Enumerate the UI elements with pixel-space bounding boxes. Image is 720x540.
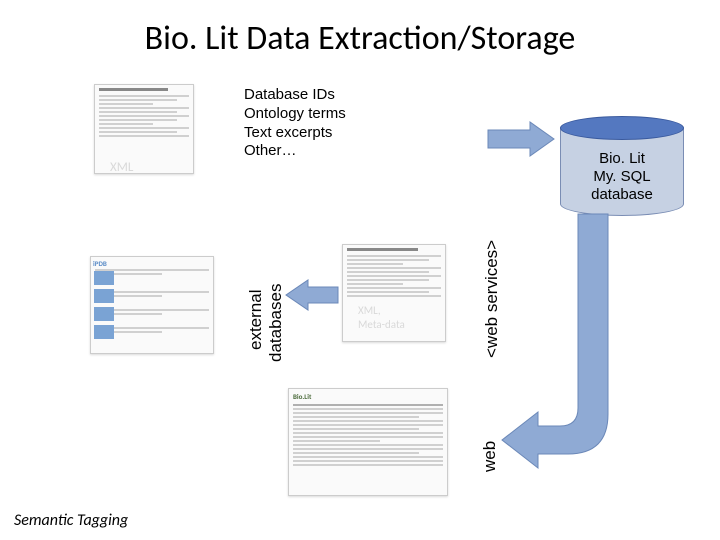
extracted-data-list: Database IDs Ontology terms Text excerpt… [244,86,346,161]
footer-caption: Semantic Tagging [14,511,128,530]
data-item: Database IDs [244,86,346,105]
source-doc-thumb [94,84,194,174]
db-label-line: Bio. Lit [599,150,645,167]
page-title: Bio. Lit Data Extraction/Storage [0,18,720,59]
xml-meta-watermark-2: Meta-data [358,318,405,331]
biolit-database: Bio. Lit My. SQL database [560,116,684,216]
label-web: web [480,441,500,472]
label-external: external [246,290,266,350]
db-label-line: database [591,186,653,203]
web-output-thumb: Bio.Lit [288,388,448,496]
data-item: Ontology terms [244,105,346,124]
arrow-meta-to-external [286,280,338,310]
xml-watermark: XML [110,160,133,175]
data-item: Text excerpts [244,124,346,143]
db-label-line: My. SQL [593,168,650,185]
data-item: Other… [244,142,346,161]
label-databases: databases [266,284,286,362]
arrow-db-to-web [498,214,688,484]
arrow-extract-to-db [488,122,556,156]
external-db-thumb: iPDB [90,256,214,354]
xml-meta-watermark-1: XML, [358,304,381,317]
